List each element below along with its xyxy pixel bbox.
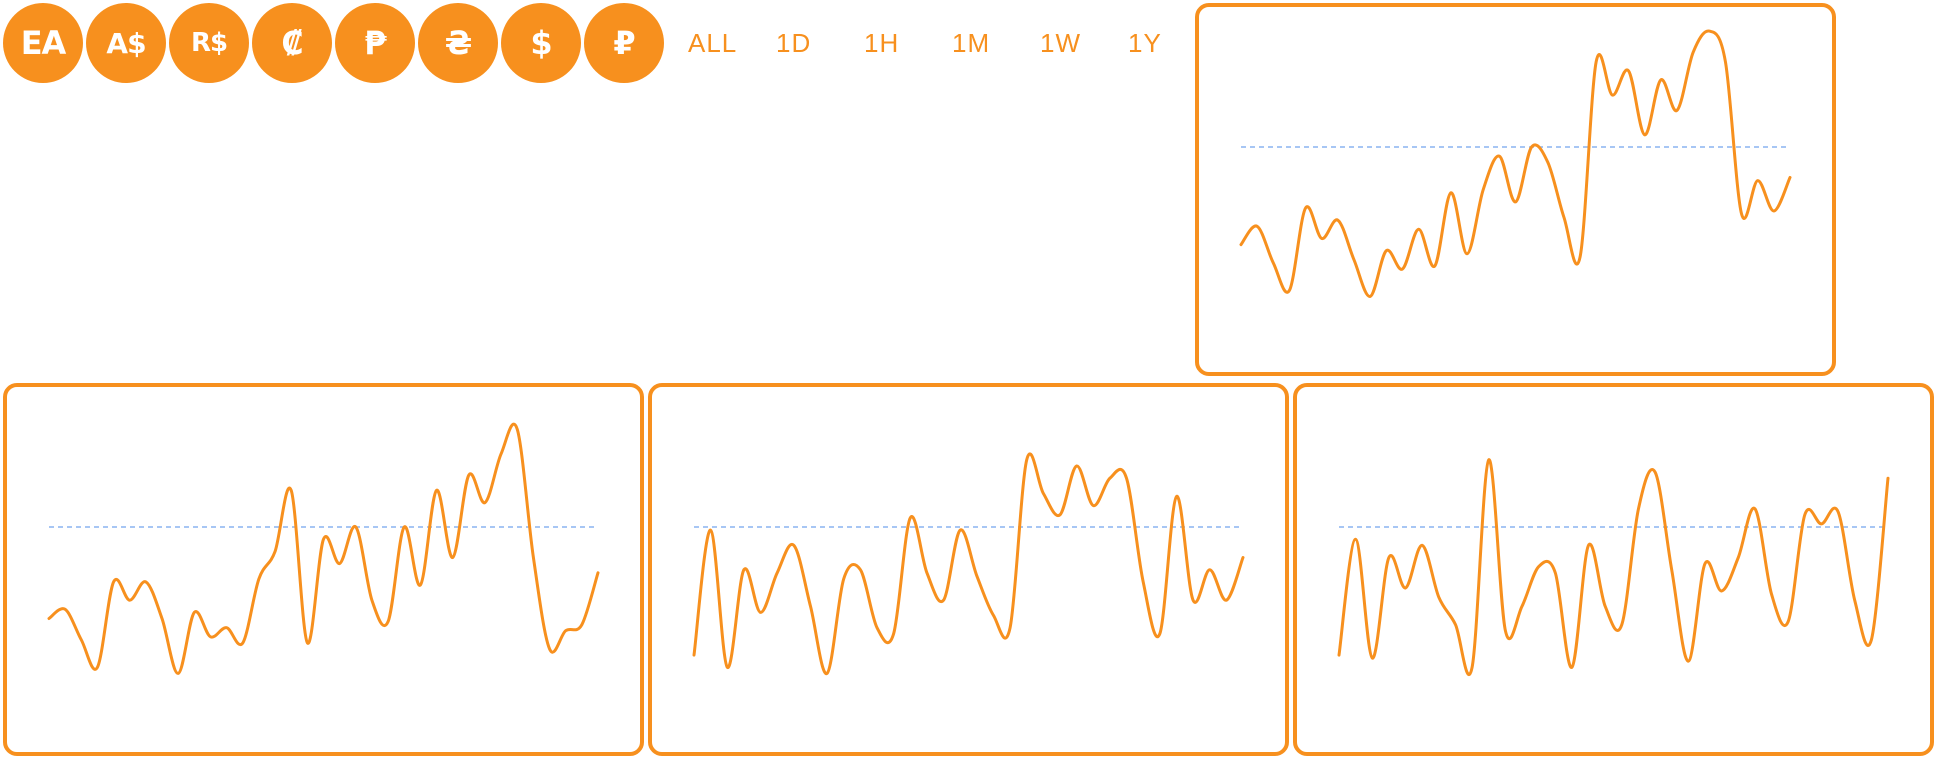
series-line bbox=[692, 452, 1245, 675]
currency-label: ₽ bbox=[613, 24, 635, 62]
brazilian-real-icon[interactable]: R$ bbox=[169, 3, 249, 83]
series-line bbox=[47, 422, 600, 675]
range-1w-button[interactable]: 1W bbox=[1040, 28, 1081, 58]
australian-dollar-icon[interactable]: A$ bbox=[86, 3, 166, 83]
dollar-icon[interactable]: $ bbox=[501, 3, 581, 83]
currency-label: $ bbox=[530, 24, 552, 62]
chart-card-bottom-left[interactable] bbox=[3, 383, 644, 756]
chart-card-top[interactable] bbox=[1195, 3, 1836, 376]
currency-label: ₱ bbox=[364, 24, 386, 62]
currency-label: R$ bbox=[190, 28, 228, 58]
currency-label: ₡ bbox=[281, 24, 303, 62]
currency-label: ₴ bbox=[444, 24, 472, 62]
chart-svg bbox=[1337, 458, 1890, 677]
series-line bbox=[1337, 458, 1890, 677]
currency-label: A$ bbox=[106, 26, 146, 60]
currency-selector: EA A$ R$ ₡ ₱ ₴ $ ₽ bbox=[3, 3, 664, 83]
chart-svg bbox=[692, 452, 1245, 675]
range-1d-button[interactable]: 1D bbox=[776, 28, 812, 58]
chart-card-bottom-right[interactable] bbox=[1293, 383, 1934, 756]
ruble-icon[interactable]: ₽ bbox=[584, 3, 664, 83]
time-range-selector: ALL 1D 1H 1M 1W 1Y bbox=[688, 28, 1216, 60]
colon-icon[interactable]: ₡ bbox=[252, 3, 332, 83]
peso-icon[interactable]: ₱ bbox=[335, 3, 415, 83]
range-1y-button[interactable]: 1Y bbox=[1128, 28, 1162, 58]
range-1h-button[interactable]: 1H bbox=[864, 28, 900, 58]
ea-currency-icon[interactable]: EA bbox=[3, 3, 83, 83]
chart-svg bbox=[1239, 29, 1792, 298]
hryvnia-icon[interactable]: ₴ bbox=[418, 3, 498, 83]
series-line bbox=[1239, 29, 1792, 298]
range-1m-button[interactable]: 1M bbox=[952, 28, 991, 58]
chart-svg bbox=[47, 422, 600, 675]
currency-label: EA bbox=[20, 24, 67, 62]
chart-card-bottom-middle[interactable] bbox=[648, 383, 1289, 756]
range-all-button[interactable]: ALL bbox=[688, 28, 738, 58]
